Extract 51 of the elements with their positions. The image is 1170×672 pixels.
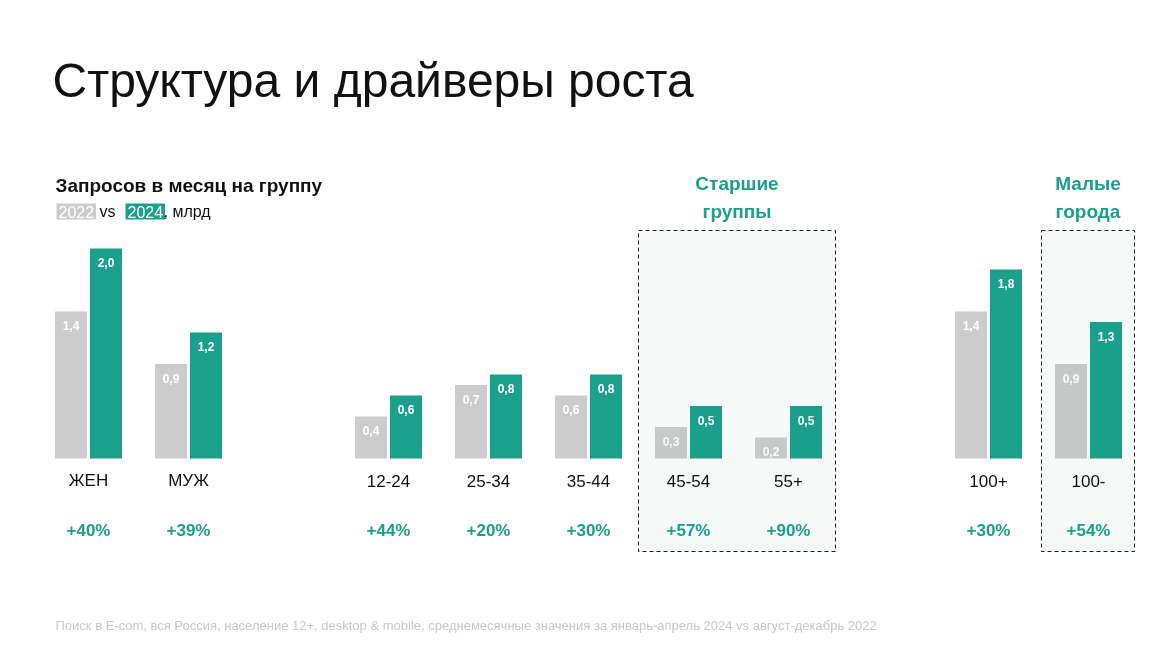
bar xyxy=(90,248,122,459)
bar xyxy=(590,374,622,459)
data-label: 1,3 xyxy=(1097,329,1115,344)
data-label: 0,6 xyxy=(397,403,415,417)
text: +54% xyxy=(1066,521,1111,540)
text: +90% xyxy=(766,521,811,540)
bar xyxy=(490,374,522,459)
bar xyxy=(690,406,722,459)
text: +30% xyxy=(966,521,1011,540)
x-tick-label: 12-24 xyxy=(366,471,411,491)
bar xyxy=(190,332,222,459)
bar xyxy=(790,406,822,459)
series-label: 2024 xyxy=(127,203,164,221)
data-label: 0,8 xyxy=(497,382,515,396)
bar xyxy=(1090,322,1122,459)
bar xyxy=(990,269,1022,459)
data-label: 2,0 xyxy=(97,256,115,270)
x-tick-label: 45-54 xyxy=(666,471,711,491)
text: +40% xyxy=(66,521,111,540)
bar xyxy=(555,395,587,459)
x-tick-label: МУЖ xyxy=(168,471,210,490)
x-tick-label: 25-34 xyxy=(466,471,511,491)
text: +39% xyxy=(166,521,211,540)
data-label: 0,5 xyxy=(797,413,815,428)
text: +44% xyxy=(366,521,411,540)
bar xyxy=(155,364,187,459)
data-label: 1,8 xyxy=(997,277,1015,291)
bar xyxy=(55,311,87,459)
text: +20% xyxy=(466,521,511,540)
bar xyxy=(390,395,422,459)
data-label: 0,8 xyxy=(597,382,615,396)
text: +57% xyxy=(666,521,711,540)
bar xyxy=(455,385,487,459)
bar xyxy=(1055,364,1087,459)
x-tick-label: 100+ xyxy=(969,471,1008,491)
band-label: Малые города xyxy=(1055,173,1121,222)
band-label: Старшие группы xyxy=(695,173,779,222)
bar xyxy=(655,427,687,459)
chart-subtitle: Запросов в месяц на группу xyxy=(55,175,323,196)
data-label: 0,5 xyxy=(697,413,715,428)
text: +30% xyxy=(566,521,611,540)
chart-title: Структура и драйверы роста xyxy=(52,54,694,107)
bar xyxy=(355,416,387,459)
bar xyxy=(955,311,987,459)
x-tick-label: 55+ xyxy=(774,471,803,491)
x-tick-label: 100- xyxy=(1071,471,1106,491)
y-axis-title: , млрд xyxy=(163,203,212,220)
data-label: 1,2 xyxy=(197,340,215,354)
x-tick-label: 35-44 xyxy=(566,471,611,491)
text: vs xyxy=(99,203,116,220)
x-tick-label: ЖЕН xyxy=(68,471,109,490)
